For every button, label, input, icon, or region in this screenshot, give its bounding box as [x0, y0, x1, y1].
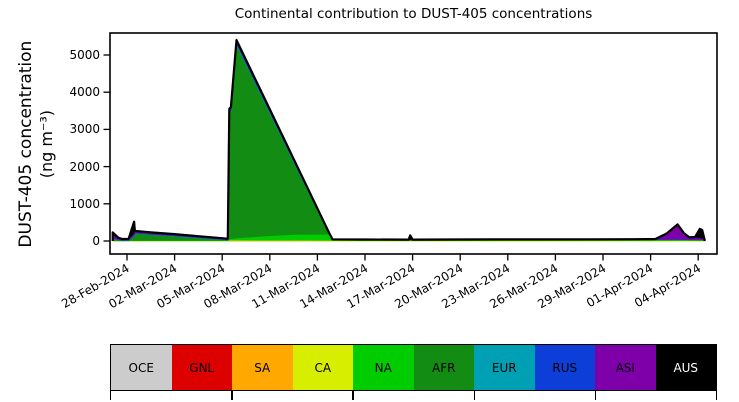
total-line — [111, 39, 706, 241]
area-ASI — [112, 41, 705, 241]
edge-ASI — [112, 39, 705, 241]
axis-ticks — [103, 54, 699, 261]
y-tick-label: 5000 — [69, 48, 100, 62]
legend-item-aus: AUS — [655, 345, 716, 390]
legend-item-oce: OCE — [111, 345, 172, 390]
edge-AUS — [112, 38, 706, 241]
legend-tick-mark — [352, 391, 354, 400]
legend-item-label: RUS — [552, 360, 578, 375]
legend: OCE GNL SA CA NA AFR EUR RUS ASI AUS — [110, 344, 717, 391]
legend-item-rus: RUS — [534, 345, 595, 390]
chart-title: Continental contribution to DUST-405 con… — [234, 6, 593, 22]
area-RUS — [112, 43, 705, 241]
legend-item-label: CA — [314, 360, 332, 375]
legend-item-label: GNL — [189, 360, 215, 375]
stacked-areas — [111, 38, 706, 242]
area-NA — [112, 234, 705, 241]
legend-tick-mark — [716, 391, 718, 400]
legend-item-eur: EUR — [474, 345, 535, 390]
legend-item-ca: CA — [292, 345, 353, 390]
y-tick-label: 2000 — [69, 159, 100, 174]
legend-item-label: OCE — [128, 360, 154, 375]
legend-tick-mark — [231, 391, 233, 400]
area-AFR — [112, 44, 705, 241]
area-AUS — [112, 40, 705, 240]
legend-tick-mark — [473, 391, 475, 400]
y-tick-label: 3000 — [69, 122, 100, 137]
edge-RUS — [112, 41, 705, 241]
area-EUR — [112, 44, 705, 241]
y-tick-label: 4000 — [69, 85, 100, 100]
legend-item-label: ASI — [615, 360, 635, 375]
legend-item-label: EUR — [491, 360, 517, 375]
legend-item-na: NA — [353, 345, 414, 390]
plot-border — [109, 32, 718, 255]
legend-item-sa: SA — [232, 345, 293, 390]
legend-item-label: NA — [374, 360, 392, 375]
legend-item-afr: AFR — [413, 345, 474, 390]
legend-tick-mark — [110, 391, 112, 400]
edge-EUR — [112, 42, 705, 241]
legend-tick-mark — [594, 391, 597, 400]
y-tick-label: 0 — [92, 234, 100, 248]
edge-AFR — [112, 42, 705, 242]
legend-item-label: AFR — [432, 360, 456, 375]
legend-item-label: SA — [254, 360, 271, 375]
legend-item-gnl: GNL — [171, 345, 232, 390]
y-tick-label: 1000 — [69, 196, 100, 211]
legend-item-label: AUS — [673, 360, 699, 375]
legend-item-asi: ASI — [595, 345, 656, 390]
